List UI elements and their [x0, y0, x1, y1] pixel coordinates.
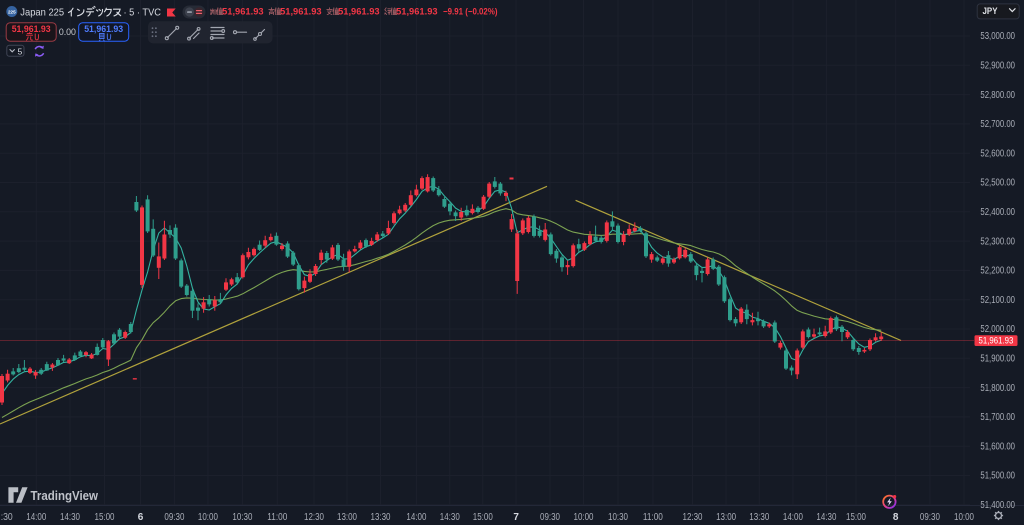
svg-text:51,500.00: 51,500.00 [980, 471, 1015, 482]
svg-text:15:00: 15:00 [846, 512, 866, 523]
svg-text:10:30: 10:30 [232, 512, 252, 523]
svg-text:8: 8 [893, 512, 899, 523]
svg-text:51,600.00: 51,600.00 [980, 441, 1015, 452]
svg-text:14:30: 14:30 [440, 512, 460, 523]
svg-text:13:00: 13:00 [716, 512, 736, 523]
svg-text:14:30: 14:30 [816, 512, 836, 523]
svg-text:· 5 · TVC: · 5 · TVC [124, 6, 162, 18]
svg-text:51,961.93: 51,961.93 [280, 7, 322, 17]
svg-text:52,800.00: 52,800.00 [980, 90, 1015, 101]
svg-text:52,000.00: 52,000.00 [980, 324, 1015, 335]
svg-text:51,961.93: 51,961.93 [338, 7, 380, 17]
svg-text:10:00: 10:00 [954, 512, 974, 523]
svg-text:14:00: 14:00 [406, 512, 426, 523]
svg-text:51,961.93: 51,961.93 [12, 24, 51, 34]
svg-text:11:00: 11:00 [267, 512, 287, 523]
svg-text:13:30: 13:30 [749, 512, 769, 523]
svg-text:51,400.00: 51,400.00 [980, 500, 1015, 511]
svg-text:09:30: 09:30 [540, 512, 560, 523]
svg-text:09:30: 09:30 [164, 512, 184, 523]
svg-text:52,400.00: 52,400.00 [980, 207, 1015, 218]
svg-text:13:30: 13:30 [371, 512, 391, 523]
svg-text:TradingView: TradingView [31, 488, 99, 503]
svg-text:51,961.93: 51,961.93 [84, 24, 123, 34]
svg-text:10:30: 10:30 [608, 512, 628, 523]
svg-text:−9.91 (−0.02%): −9.91 (−0.02%) [443, 7, 498, 17]
svg-text:51,700.00: 51,700.00 [980, 412, 1015, 423]
svg-text:52,300.00: 52,300.00 [980, 236, 1015, 247]
svg-text:52,700.00: 52,700.00 [980, 119, 1015, 130]
svg-text:10:00: 10:00 [198, 512, 218, 523]
svg-text::30: :30 [1, 512, 13, 523]
svg-text:0.00: 0.00 [59, 27, 76, 37]
svg-text:12:30: 12:30 [683, 512, 703, 523]
svg-text:225: 225 [8, 9, 16, 14]
svg-text:15:00: 15:00 [95, 512, 115, 523]
svg-text:15:00: 15:00 [473, 512, 493, 523]
svg-text:11:00: 11:00 [643, 512, 663, 523]
svg-text:09:30: 09:30 [920, 512, 940, 523]
svg-text:6: 6 [138, 512, 144, 523]
svg-text:52,100.00: 52,100.00 [980, 295, 1015, 306]
svg-text:51,961.93: 51,961.93 [979, 336, 1014, 346]
svg-text:13:00: 13:00 [337, 512, 357, 523]
svg-text:JPY: JPY [983, 6, 999, 17]
svg-text:52,900.00: 52,900.00 [980, 61, 1015, 72]
svg-text:51,900.00: 51,900.00 [980, 354, 1015, 365]
svg-text:51,961.93: 51,961.93 [222, 7, 264, 17]
svg-text:5: 5 [18, 46, 23, 56]
svg-text:52,500.00: 52,500.00 [980, 178, 1015, 189]
svg-text:52,200.00: 52,200.00 [980, 266, 1015, 277]
svg-text:7: 7 [513, 512, 519, 523]
svg-text:14:00: 14:00 [783, 512, 803, 523]
svg-text:14:00: 14:00 [26, 512, 46, 523]
svg-text:51,961.93: 51,961.93 [396, 7, 438, 17]
svg-text:10:00: 10:00 [574, 512, 594, 523]
svg-text:Japan 225: Japan 225 [20, 6, 64, 18]
svg-text:12:30: 12:30 [304, 512, 324, 523]
svg-text:52,600.00: 52,600.00 [980, 148, 1015, 159]
svg-text:14:30: 14:30 [60, 512, 80, 523]
svg-text:53,000.00: 53,000.00 [980, 31, 1015, 42]
svg-text:51,800.00: 51,800.00 [980, 383, 1015, 394]
